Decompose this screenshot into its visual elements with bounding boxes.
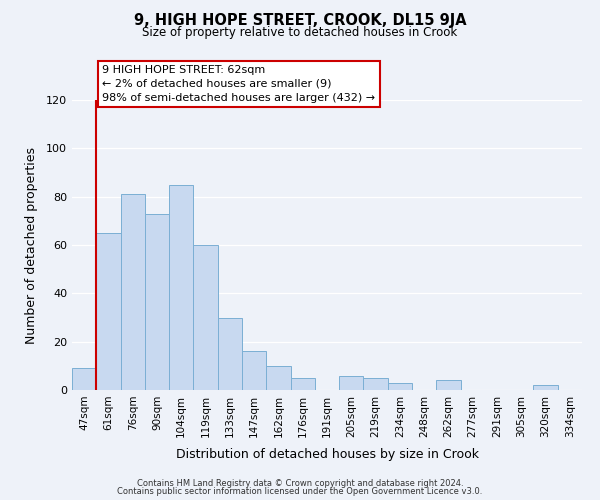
Bar	[218, 318, 242, 390]
Bar	[388, 383, 412, 390]
Text: 9 HIGH HOPE STREET: 62sqm
← 2% of detached houses are smaller (9)
98% of semi-de: 9 HIGH HOPE STREET: 62sqm ← 2% of detach…	[102, 65, 375, 103]
Bar	[242, 352, 266, 390]
Bar	[193, 245, 218, 390]
Bar	[339, 376, 364, 390]
Bar	[436, 380, 461, 390]
Bar	[121, 194, 145, 390]
Bar	[72, 368, 96, 390]
Text: Contains HM Land Registry data © Crown copyright and database right 2024.: Contains HM Land Registry data © Crown c…	[137, 478, 463, 488]
Bar	[96, 233, 121, 390]
Text: 9, HIGH HOPE STREET, CROOK, DL15 9JA: 9, HIGH HOPE STREET, CROOK, DL15 9JA	[134, 12, 466, 28]
Y-axis label: Number of detached properties: Number of detached properties	[25, 146, 38, 344]
Bar	[364, 378, 388, 390]
Text: Size of property relative to detached houses in Crook: Size of property relative to detached ho…	[142, 26, 458, 39]
Bar	[290, 378, 315, 390]
Bar	[145, 214, 169, 390]
X-axis label: Distribution of detached houses by size in Crook: Distribution of detached houses by size …	[176, 448, 479, 461]
Text: Contains public sector information licensed under the Open Government Licence v3: Contains public sector information licen…	[118, 487, 482, 496]
Bar	[533, 385, 558, 390]
Bar	[169, 184, 193, 390]
Bar	[266, 366, 290, 390]
